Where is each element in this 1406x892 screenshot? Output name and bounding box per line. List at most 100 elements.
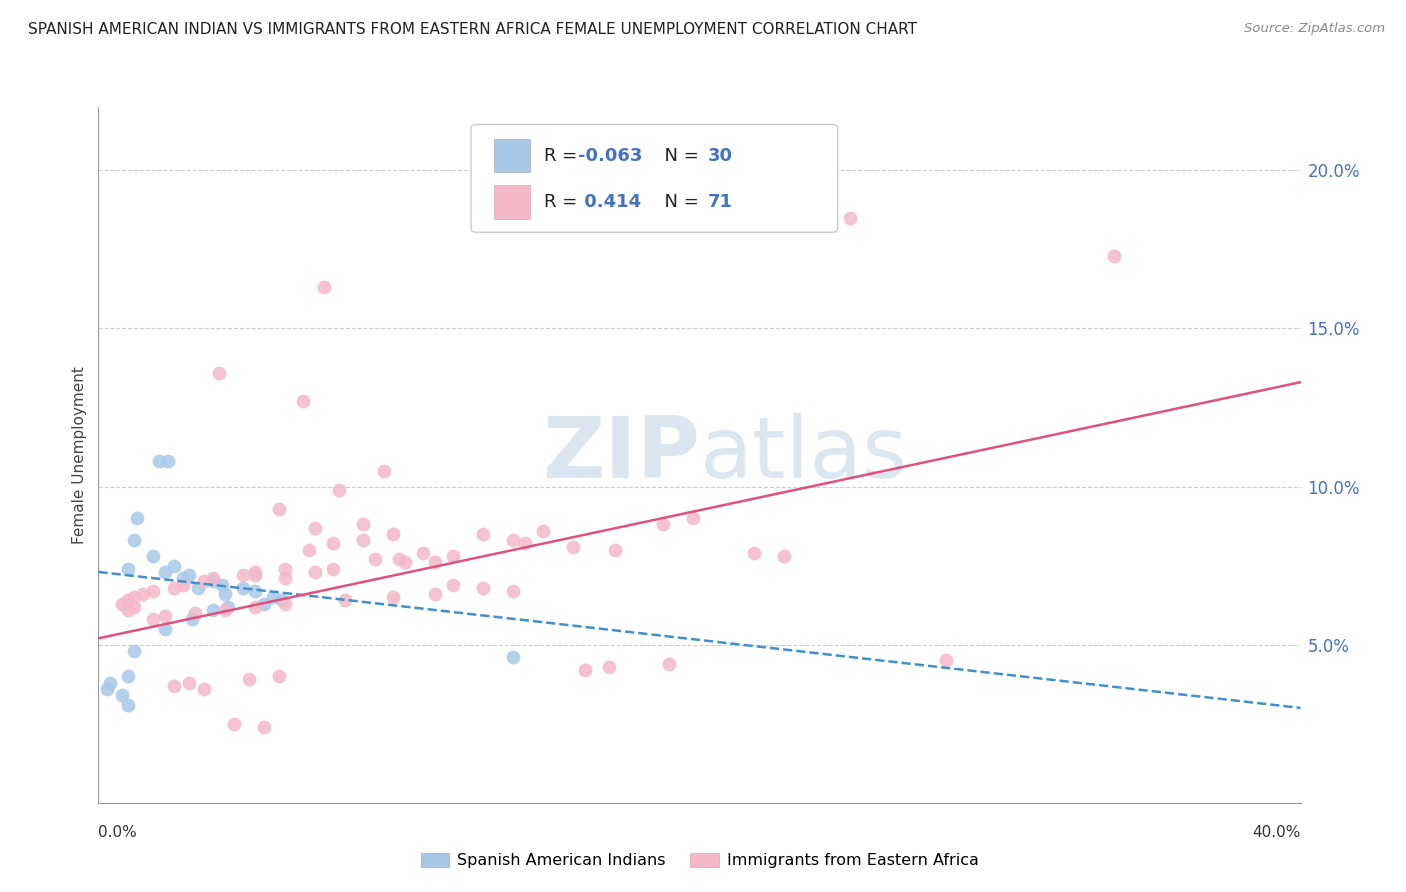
Point (423, 556, 446, 570)
Point (381, 527, 404, 541)
Point (111, 597, 134, 611)
Point (117, 603, 139, 617)
Point (156, 454, 179, 468)
Point (502, 650, 524, 665)
Point (243, 599, 266, 614)
Point (298, 542, 321, 557)
FancyBboxPatch shape (471, 124, 838, 232)
Point (193, 574, 215, 589)
Point (394, 556, 416, 570)
Point (193, 681, 215, 696)
Point (270, 593, 292, 607)
Point (772, 549, 794, 563)
Text: N =: N = (652, 193, 704, 211)
Point (322, 562, 344, 576)
Text: SPANISH AMERICAN INDIAN VS IMMIGRANTS FROM EASTERN AFRICA FEMALE UNEMPLOYMENT CO: SPANISH AMERICAN INDIAN VS IMMIGRANTS FR… (28, 22, 917, 37)
Point (214, 603, 236, 617)
Point (274, 571, 297, 585)
Point (364, 552, 387, 566)
Point (141, 583, 163, 598)
Point (211, 577, 233, 591)
Point (304, 565, 326, 579)
Point (388, 552, 411, 566)
Point (322, 536, 344, 550)
Text: 71: 71 (707, 193, 733, 211)
Point (274, 562, 297, 576)
Point (682, 511, 704, 525)
Point (117, 593, 139, 607)
Text: 40.0%: 40.0% (1253, 825, 1301, 840)
Text: N =: N = (652, 146, 704, 165)
Text: 30: 30 (707, 146, 733, 165)
Point (562, 540, 585, 554)
Point (162, 558, 184, 573)
Point (328, 483, 350, 497)
Point (141, 549, 163, 563)
Text: ZIP: ZIP (541, 413, 700, 497)
Point (148, 454, 170, 468)
Point (267, 669, 290, 683)
Y-axis label: Female Unemployment: Female Unemployment (72, 366, 87, 544)
Point (177, 568, 200, 582)
Point (441, 549, 464, 563)
Point (132, 587, 155, 601)
Point (515, 536, 537, 550)
Point (531, 524, 554, 538)
Point (935, 653, 957, 667)
Point (201, 603, 224, 617)
Point (201, 571, 224, 585)
Point (124, 591, 146, 605)
Point (183, 606, 205, 620)
Point (742, 546, 765, 560)
Point (117, 698, 139, 712)
Point (502, 583, 524, 598)
Point (598, 660, 620, 674)
Point (304, 521, 326, 535)
Point (1102, 249, 1125, 263)
Bar (494, 186, 530, 219)
Point (172, 577, 194, 591)
Point (381, 591, 404, 605)
Point (124, 599, 146, 614)
Point (652, 517, 675, 532)
Point (153, 565, 176, 579)
Point (253, 597, 276, 611)
Point (153, 622, 176, 636)
Text: R =: R = (544, 193, 583, 211)
Point (333, 593, 356, 607)
Point (243, 583, 266, 598)
Point (187, 581, 209, 595)
Point (253, 720, 276, 734)
Point (111, 688, 134, 702)
Point (232, 568, 254, 582)
Point (162, 581, 184, 595)
Bar (494, 139, 530, 172)
Point (441, 577, 464, 591)
Text: Source: ZipAtlas.com: Source: ZipAtlas.com (1244, 22, 1385, 36)
Point (214, 587, 236, 601)
Text: 0.414: 0.414 (578, 193, 641, 211)
Point (243, 568, 266, 582)
Point (423, 587, 446, 601)
Point (838, 211, 860, 225)
Point (243, 565, 266, 579)
Point (117, 562, 139, 576)
Point (208, 366, 231, 380)
Point (217, 599, 239, 614)
Point (117, 669, 139, 683)
Point (262, 591, 284, 605)
Point (658, 657, 681, 671)
Point (472, 527, 495, 541)
Point (412, 546, 434, 560)
Point (472, 581, 495, 595)
Legend: Spanish American Indians, Immigrants from Eastern Africa: Spanish American Indians, Immigrants fro… (415, 847, 984, 875)
Point (238, 673, 260, 687)
Point (373, 464, 395, 478)
Point (312, 280, 335, 294)
Point (352, 533, 374, 548)
Point (201, 574, 224, 589)
Text: -0.063: -0.063 (578, 146, 643, 165)
Point (177, 675, 200, 690)
Point (574, 663, 596, 677)
Point (153, 609, 176, 624)
